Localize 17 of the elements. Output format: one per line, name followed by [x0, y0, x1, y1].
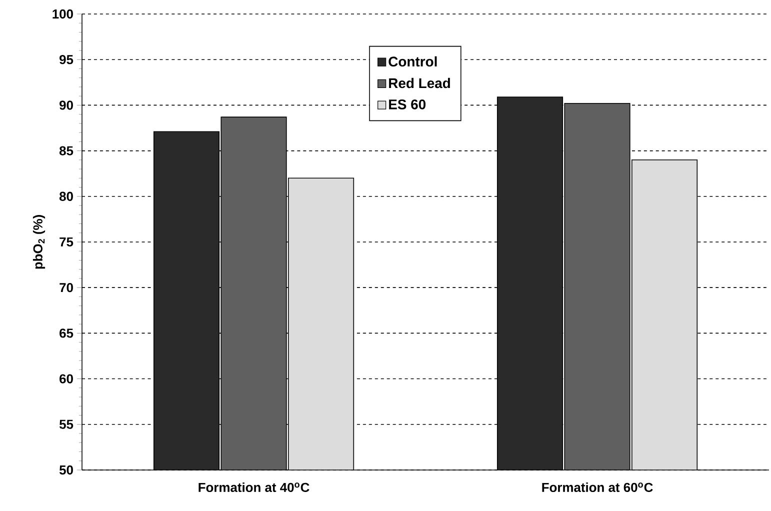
legend-label: Control — [388, 56, 437, 67]
y-axis-title: pbO$_{2}$ (%) — [32, 215, 46, 269]
x-tick-label: Formation at 40$^{o}$C — [198, 482, 310, 492]
y-tick-label: 50 — [59, 465, 73, 475]
legend-label: ES 60 — [389, 99, 426, 110]
y-tick-label: 80 — [59, 192, 73, 201]
y-tick-label: 95 — [60, 55, 74, 64]
x-tick-label: Formation at 60$^{o}$C — [542, 482, 653, 492]
y-tick-label: 90 — [60, 100, 73, 110]
legend-label: Red Lead — [389, 78, 450, 88]
y-tick-label: 70 — [60, 283, 73, 292]
y-tick-label: 55 — [59, 420, 74, 429]
y-tick-label: 100 — [52, 9, 73, 19]
y-tick-label: 85 — [59, 146, 74, 156]
y-tick-label: 65 — [60, 328, 74, 338]
y-tick-label: 60 — [60, 374, 73, 384]
y-tick-label: 75 — [60, 237, 74, 247]
